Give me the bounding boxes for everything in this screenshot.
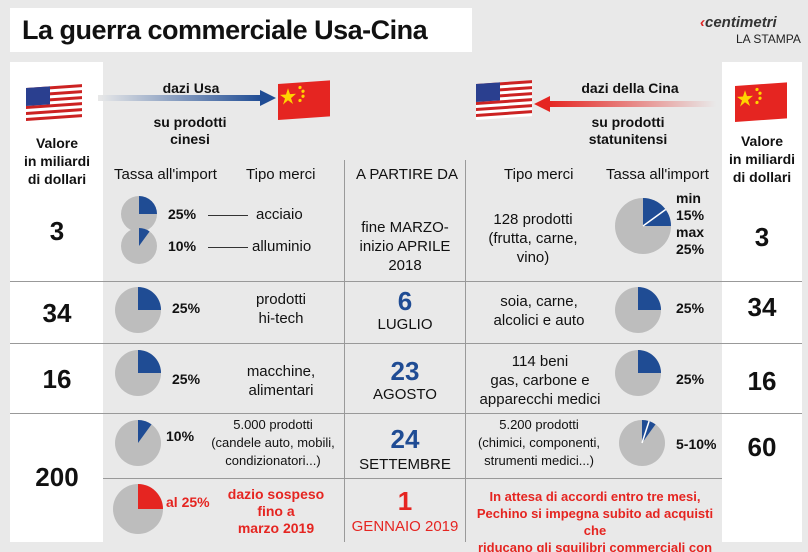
- tassa-right-header: Tassa all'import: [606, 166, 709, 183]
- tariff-rate: 25%: [172, 300, 201, 316]
- goods-type: 5.000 prodotti (candele auto, mobili, co…: [211, 417, 335, 468]
- brand-name: centimetri: [705, 14, 777, 31]
- tariff-rate: al 25%: [166, 494, 210, 510]
- row-divider: [10, 413, 802, 414]
- pie-slice: [139, 228, 150, 246]
- us-flag-icon: [476, 80, 532, 120]
- tariff-pie: [113, 484, 163, 534]
- tariff-pie: [115, 287, 161, 333]
- start-month: LUGLIO: [377, 316, 433, 333]
- china-value: 3: [754, 222, 770, 252]
- tariff-pie: [115, 420, 161, 466]
- start-day: 23: [390, 356, 420, 386]
- left-value-column: [10, 62, 103, 542]
- right-value-column: [722, 62, 802, 542]
- divider-right: [465, 160, 466, 542]
- tariff-rate: 5-10%: [676, 436, 717, 452]
- pie-slice: [138, 484, 163, 509]
- date-header: A PARTIRE DA: [356, 166, 458, 183]
- goods-type: acciaio: [256, 206, 303, 223]
- pie-slice: [138, 420, 152, 443]
- china-flag-icon: [278, 80, 330, 120]
- us-value: 3: [49, 216, 65, 246]
- tariff-rate: 25%: [676, 371, 705, 387]
- pie-slice: [138, 350, 161, 373]
- china-value: 60: [747, 432, 777, 462]
- china-value: 34: [747, 292, 777, 322]
- tariff-pie: [615, 350, 661, 396]
- page-title: La guerra commerciale Usa-Cina: [10, 8, 472, 52]
- pie-slice: [139, 196, 157, 214]
- tariff-pie: [121, 228, 157, 264]
- us-flag-icon: [26, 84, 82, 124]
- goods-type: alluminio: [252, 238, 312, 255]
- goods-type: soia, carne, alcolici e auto: [493, 293, 585, 329]
- start-month: AGOSTO: [373, 386, 437, 403]
- pie-slice: [638, 287, 661, 310]
- tassa-left-header: Tassa all'import: [114, 166, 217, 183]
- tariff-pie: [615, 198, 671, 254]
- tariff-rate: 10%: [168, 238, 197, 254]
- tariff-pie: [615, 287, 661, 333]
- pie-slice: [643, 198, 671, 226]
- start-day: 1: [397, 486, 413, 516]
- us-value: 200: [35, 462, 79, 492]
- row-divider: [10, 343, 802, 344]
- goods-type: 5.200 prodotti (chimici, componenti, str…: [477, 417, 601, 468]
- row-divider: [10, 281, 802, 282]
- us-tariff-arrow: [98, 90, 276, 106]
- publisher-name: LA STAMPA: [736, 32, 801, 46]
- start-day: 24: [390, 424, 420, 454]
- goods-type: macchine, alimentari: [246, 363, 316, 399]
- china-value: 16: [747, 366, 777, 396]
- tariff-pie: [121, 196, 157, 232]
- start-date: fine MARZO- inizio APRILE 2018: [359, 219, 451, 274]
- pie-slice: [638, 350, 661, 373]
- start-month: SETTEMBRE: [359, 456, 451, 473]
- china-commitment-note: In attesa di accordi entro tre mesi, Pec…: [476, 489, 714, 552]
- divider-left: [344, 160, 345, 542]
- china-flow-subtitle: su prodotti statunitensi: [588, 114, 668, 147]
- us-value: 34: [42, 298, 72, 328]
- goods-type: 128 prodotti (frutta, carne, vino): [488, 211, 578, 266]
- start-day: 6: [397, 286, 413, 316]
- china-tariff-arrow: [534, 96, 716, 112]
- pie-slice: [642, 420, 656, 443]
- start-month: GENNAIO 2019: [351, 518, 459, 535]
- us-value: 16: [42, 364, 72, 394]
- pie-min-marker: [642, 208, 667, 227]
- pie-slice: [138, 287, 161, 310]
- brand-logo: ‹centimetri: [700, 14, 777, 31]
- left-value-header: Valore in miliardi di dollari: [23, 135, 91, 187]
- goods-type: 114 beni gas, carbone e apparecchi medic…: [479, 353, 601, 408]
- tariff-rate: 25%: [172, 371, 201, 387]
- row-divider: [103, 478, 722, 479]
- goods-type: prodotti hi-tech: [255, 291, 307, 327]
- tariff-rate: 25%: [676, 300, 705, 316]
- tariff-pie: [619, 420, 665, 466]
- brand-logo-icon: ‹: [700, 14, 705, 31]
- leader-line: [208, 215, 248, 216]
- leader-line: [208, 247, 248, 248]
- us-flow-subtitle: su prodotti cinesi: [153, 114, 227, 147]
- tariff-rate: 10%: [166, 428, 195, 444]
- china-flow-title: dazi della Cina: [581, 80, 679, 96]
- suspended-note: dazio sospeso fino a marzo 2019: [227, 486, 325, 536]
- us-flow-title: dazi Usa: [162, 80, 220, 96]
- right-value-header: Valore in miliardi di dollari: [728, 133, 796, 185]
- tariff-rate: min 15% max 25%: [676, 190, 705, 257]
- pie-min-marker: [641, 420, 650, 444]
- china-flag-icon: [735, 82, 787, 122]
- tipo-left-header: Tipo merci: [246, 166, 316, 183]
- tariff-pie: [115, 350, 161, 396]
- tipo-right-header: Tipo merci: [504, 166, 574, 183]
- tariff-rate: 25%: [168, 206, 197, 222]
